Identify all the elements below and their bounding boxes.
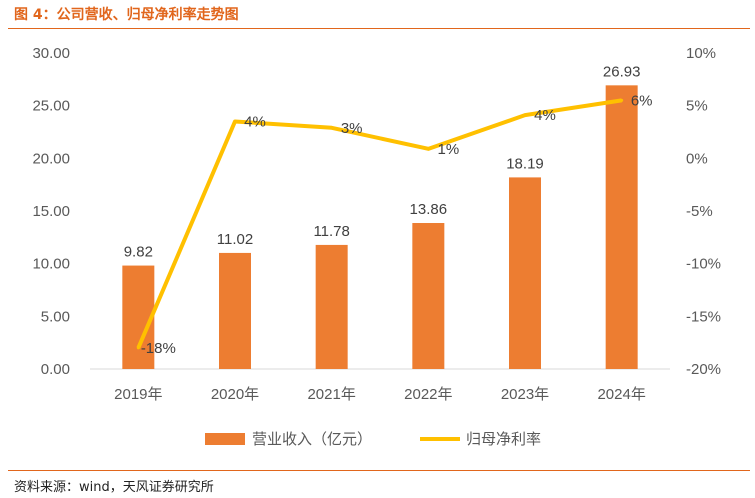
revenue-data-label: 26.93 bbox=[603, 63, 641, 80]
net-margin-line bbox=[136, 98, 622, 349]
y-left-tick-label: 20.00 bbox=[32, 150, 70, 167]
net-margin-data-label: -18% bbox=[141, 340, 176, 357]
y-left-tick-label: 30.00 bbox=[32, 45, 70, 62]
x-tick-label: 2022年 bbox=[404, 386, 452, 403]
figure-title: 图 4：公司营收、归母净利率走势图 bbox=[14, 7, 239, 23]
net-margin-point bbox=[330, 126, 334, 130]
y-left-tick-label: 15.00 bbox=[32, 203, 70, 220]
revenue-data-label: 11.02 bbox=[217, 231, 253, 248]
net-margin-data-label: 1% bbox=[437, 141, 459, 158]
y-right-tick-label: 5% bbox=[686, 98, 708, 115]
x-tick-label: 2023年 bbox=[501, 386, 549, 403]
revenue-data-label: 13.86 bbox=[410, 201, 448, 218]
legend-line-label: 归母净利率 bbox=[466, 431, 541, 448]
revenue-bar bbox=[509, 177, 541, 369]
revenue-bar bbox=[219, 252, 251, 369]
y-right-tick-label: -20% bbox=[686, 361, 721, 378]
net-margin-data-label: 3% bbox=[341, 120, 363, 137]
y-left-tick-label: 25.00 bbox=[32, 98, 70, 115]
net-margin-point bbox=[233, 119, 237, 123]
x-tick-label: 2024年 bbox=[597, 386, 645, 403]
net-margin-data-label: 4% bbox=[534, 107, 556, 124]
y-left-tick-label: 10.00 bbox=[32, 256, 70, 273]
net-margin-point bbox=[136, 346, 140, 350]
net-margin-data-label: 6% bbox=[631, 92, 653, 109]
legend-bar-swatch bbox=[205, 433, 245, 445]
revenue-data-label: 11.78 bbox=[313, 223, 349, 240]
source-note: 资料来源：wind，天风证券研究所 bbox=[14, 480, 214, 495]
net-margin-data-label: 4% bbox=[244, 113, 266, 130]
revenue-data-label: 9.82 bbox=[124, 244, 153, 261]
y-right-tick-label: -10% bbox=[686, 256, 721, 273]
y-right-tick-label: 0% bbox=[686, 150, 708, 167]
x-tick-label: 2020年 bbox=[211, 386, 259, 403]
revenue-bar bbox=[605, 85, 638, 369]
y-right-tick-label: 10% bbox=[686, 45, 716, 62]
revenue-data-label: 18.19 bbox=[506, 155, 544, 172]
y-right-tick-label: -5% bbox=[686, 203, 713, 220]
y-left-tick-label: 5.00 bbox=[41, 308, 70, 325]
combo-chart: 9.82 11.02 11.78 13.86 18.19 26.93 -18% 4% 3% 1%… bbox=[32, 45, 721, 448]
x-tick-label: 2019年 bbox=[114, 386, 162, 403]
net-margin-point bbox=[426, 147, 430, 151]
revenue-bar bbox=[315, 244, 348, 369]
revenue-bar bbox=[412, 223, 445, 369]
x-tick-label: 2021年 bbox=[307, 386, 355, 403]
y-left-tick-label: 0.00 bbox=[41, 361, 70, 378]
net-margin-point bbox=[523, 113, 527, 117]
net-margin-point bbox=[620, 98, 624, 102]
revenue-bar bbox=[122, 265, 155, 369]
source-rule bbox=[8, 470, 750, 471]
title-rule bbox=[8, 28, 750, 29]
y-right-tick-label: -15% bbox=[686, 308, 721, 325]
legend-bar-label: 营业收入（亿元） bbox=[252, 431, 372, 448]
